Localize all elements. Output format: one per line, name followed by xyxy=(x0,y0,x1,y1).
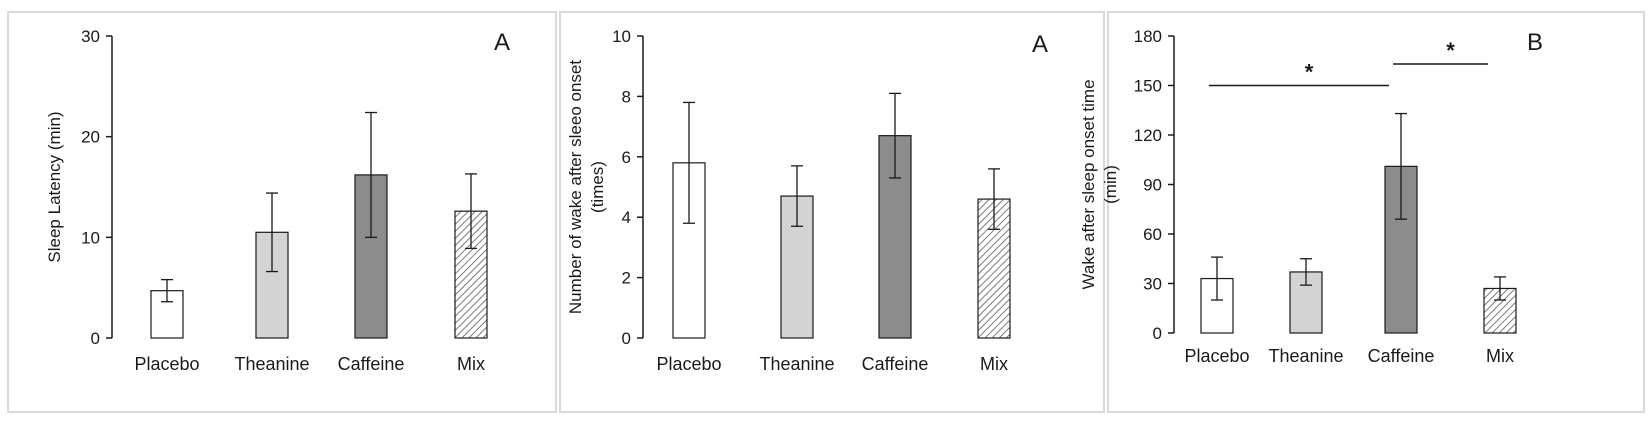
y-tick-label: 180 xyxy=(1134,27,1162,46)
y-axis-title-line: (min) xyxy=(1101,165,1120,204)
category-label: Caffeine xyxy=(1368,346,1435,366)
y-tick-label: 120 xyxy=(1134,126,1162,145)
panel-frame-3 xyxy=(1107,11,1645,413)
category-label: Mix xyxy=(457,354,485,374)
panel-label: A xyxy=(1032,31,1048,58)
y-tick-label: 0 xyxy=(91,329,100,348)
y-tick-label: 10 xyxy=(612,27,631,46)
y-axis-title: Sleep Latency (min) xyxy=(45,111,64,262)
y-axis-title-line: Number of wake after sleeo onset xyxy=(566,60,585,314)
y-tick-label: 20 xyxy=(81,128,100,147)
y-tick-label: 4 xyxy=(622,208,631,227)
chart-panel-2: 0 2 4 6 8 10 Number of wake after sleeo onset(… xyxy=(566,27,1048,374)
category-label: Mix xyxy=(1486,346,1514,366)
y-tick-label: 0 xyxy=(1153,324,1162,343)
y-axis-title-line: Wake after sleep onset time xyxy=(1079,79,1098,289)
panel-label: A xyxy=(494,29,510,56)
category-label: Mix xyxy=(980,354,1008,374)
category-label: Caffeine xyxy=(862,354,929,374)
y-tick-label: 90 xyxy=(1143,176,1162,195)
y-tick-label: 10 xyxy=(81,228,100,247)
y-tick-label: 6 xyxy=(622,148,631,167)
chart-panel-1: 0 10 20 30 Sleep Latency (min) Placebo Theanin… xyxy=(45,27,510,374)
category-label: Placebo xyxy=(656,354,721,374)
y-tick-label: 30 xyxy=(81,27,100,46)
category-label: Theanine xyxy=(759,354,834,374)
category-label: Placebo xyxy=(1184,346,1249,366)
y-tick-label: 8 xyxy=(622,87,631,106)
significance-star: * xyxy=(1446,38,1455,63)
y-tick-label: 60 xyxy=(1143,225,1162,244)
y-axis-title: Wake after sleep onset time (min) xyxy=(1079,79,1120,289)
y-axis-title-line: (times) xyxy=(588,161,607,213)
panel-frame-1 xyxy=(7,11,557,413)
category-label: Caffeine xyxy=(338,354,405,374)
category-label: Placebo xyxy=(134,354,199,374)
y-tick-label: 2 xyxy=(622,269,631,288)
y-tick-label: 0 xyxy=(622,329,631,348)
y-axis-title: Number of wake after sleeo onset (times) xyxy=(566,60,607,314)
panel-frame-2 xyxy=(559,11,1105,413)
significance-star: * xyxy=(1305,60,1314,85)
y-tick-label: 150 xyxy=(1134,77,1162,96)
chart-panel-3: 0 30 60 90 120 150 180 Wake after sleep onset t… xyxy=(1079,27,1543,366)
category-label: Theanine xyxy=(1268,346,1343,366)
category-label: Theanine xyxy=(234,354,309,374)
y-axis-title-line: Sleep Latency (min) xyxy=(45,111,64,262)
y-tick-label: 30 xyxy=(1143,275,1162,294)
panel-label: B xyxy=(1527,29,1543,56)
